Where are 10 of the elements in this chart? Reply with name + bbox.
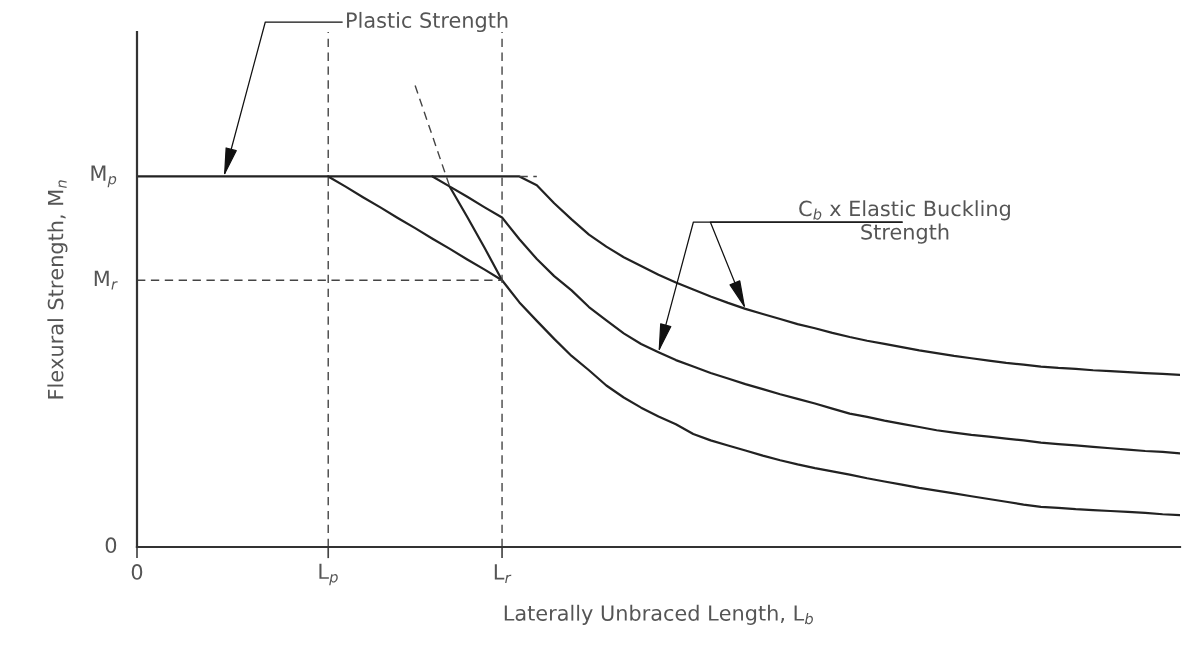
annotation: M$_{p}$ [91, 165, 117, 188]
x-axis-title: Laterally Unbraced Length, L$_{b}$ [504, 604, 813, 625]
y-axis-title: Flexural Strength, M$_{n}$ [47, 180, 68, 399]
x-tick-label: L$_{p}$ [319, 563, 338, 586]
annotation: M$_{r}$ [94, 270, 118, 290]
text: Plastic Strength [347, 11, 508, 33]
x-tick-label: L$_{r}$ [494, 564, 512, 583]
annotation: C$_{b}$ x Elastic Buckling Strength [799, 200, 1010, 244]
text: 0 [105, 537, 117, 554]
x-tick-label: 0 [131, 564, 143, 580]
